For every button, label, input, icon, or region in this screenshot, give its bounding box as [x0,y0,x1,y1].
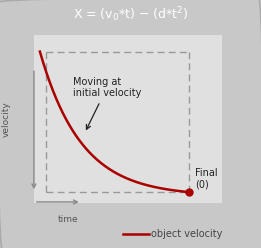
Text: velocity: velocity [2,101,11,137]
Text: Moving at
initial velocity: Moving at initial velocity [73,77,141,129]
Text: Final
(0): Final (0) [195,168,218,189]
Text: object velocity: object velocity [151,229,223,239]
Text: X = (v$_0$*t) $-$ (d*t$^2$): X = (v$_0$*t) $-$ (d*t$^2$) [73,5,188,24]
Text: time: time [57,215,78,224]
